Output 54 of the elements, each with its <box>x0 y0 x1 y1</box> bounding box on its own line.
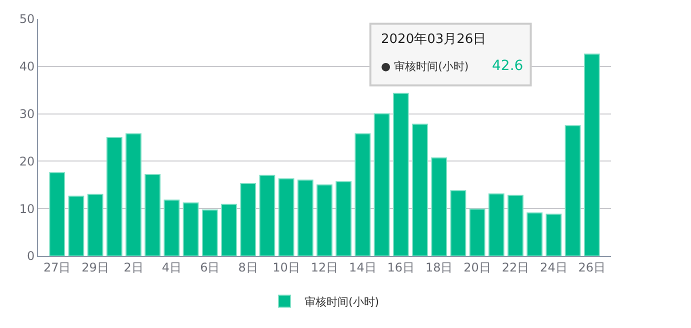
bar <box>278 178 294 256</box>
x-tick-label: 18日 <box>425 260 453 274</box>
bar <box>584 54 600 256</box>
bar <box>297 180 314 256</box>
x-tick-label: 8日 <box>238 260 258 274</box>
bar <box>182 202 199 256</box>
x-tick-label: 22日 <box>502 260 530 274</box>
bar <box>546 214 562 256</box>
bar <box>412 124 428 256</box>
y-tick-label: 20 <box>19 154 35 168</box>
x-tick-label: 12日 <box>310 260 338 274</box>
bar <box>221 204 237 256</box>
x-tick-label: 29日 <box>82 260 109 274</box>
bar <box>564 125 581 256</box>
x-tick-label: 14日 <box>349 260 376 274</box>
bar <box>431 157 448 256</box>
bar <box>126 133 142 256</box>
y-tick-label: 30 <box>19 107 35 121</box>
x-tick-label: 27日 <box>43 260 71 274</box>
bar <box>144 174 161 256</box>
bar <box>240 182 256 256</box>
bar <box>259 174 276 256</box>
bar <box>526 212 543 256</box>
x-tick-label: 10日 <box>272 260 300 274</box>
y-tick-label: 50 <box>19 12 35 26</box>
legend-label: 审核时间(小时) <box>304 296 380 309</box>
bar <box>316 184 332 256</box>
bar <box>354 133 371 256</box>
x-tick-label: 6日 <box>200 260 220 274</box>
y-tick-label: 40 <box>19 60 35 74</box>
bar <box>68 196 84 256</box>
x-tick-label: 4日 <box>162 260 182 274</box>
bar <box>164 200 180 256</box>
bar <box>488 193 504 256</box>
x-tick-label: 2日 <box>124 260 144 274</box>
y-tick-label: 10 <box>19 202 35 216</box>
annotation: ● 审核时间(小时) <box>381 60 469 73</box>
bar <box>374 113 390 256</box>
bar <box>450 190 466 256</box>
x-tick-label: 24日 <box>540 260 568 274</box>
x-tick-label: 26日 <box>578 260 606 274</box>
annotation: 42.6 <box>492 58 524 74</box>
x-tick-label: 20日 <box>464 260 491 274</box>
bar <box>49 172 66 256</box>
bar <box>87 194 104 256</box>
bar <box>469 208 486 256</box>
bar <box>202 210 218 256</box>
annotation: 2020年03月26日 <box>381 32 486 47</box>
y-tick-label: 0 <box>26 249 35 264</box>
bar <box>392 92 409 256</box>
x-tick-label: 16日 <box>387 260 415 274</box>
bar <box>106 137 122 256</box>
bar <box>508 194 524 256</box>
bar <box>336 181 352 256</box>
